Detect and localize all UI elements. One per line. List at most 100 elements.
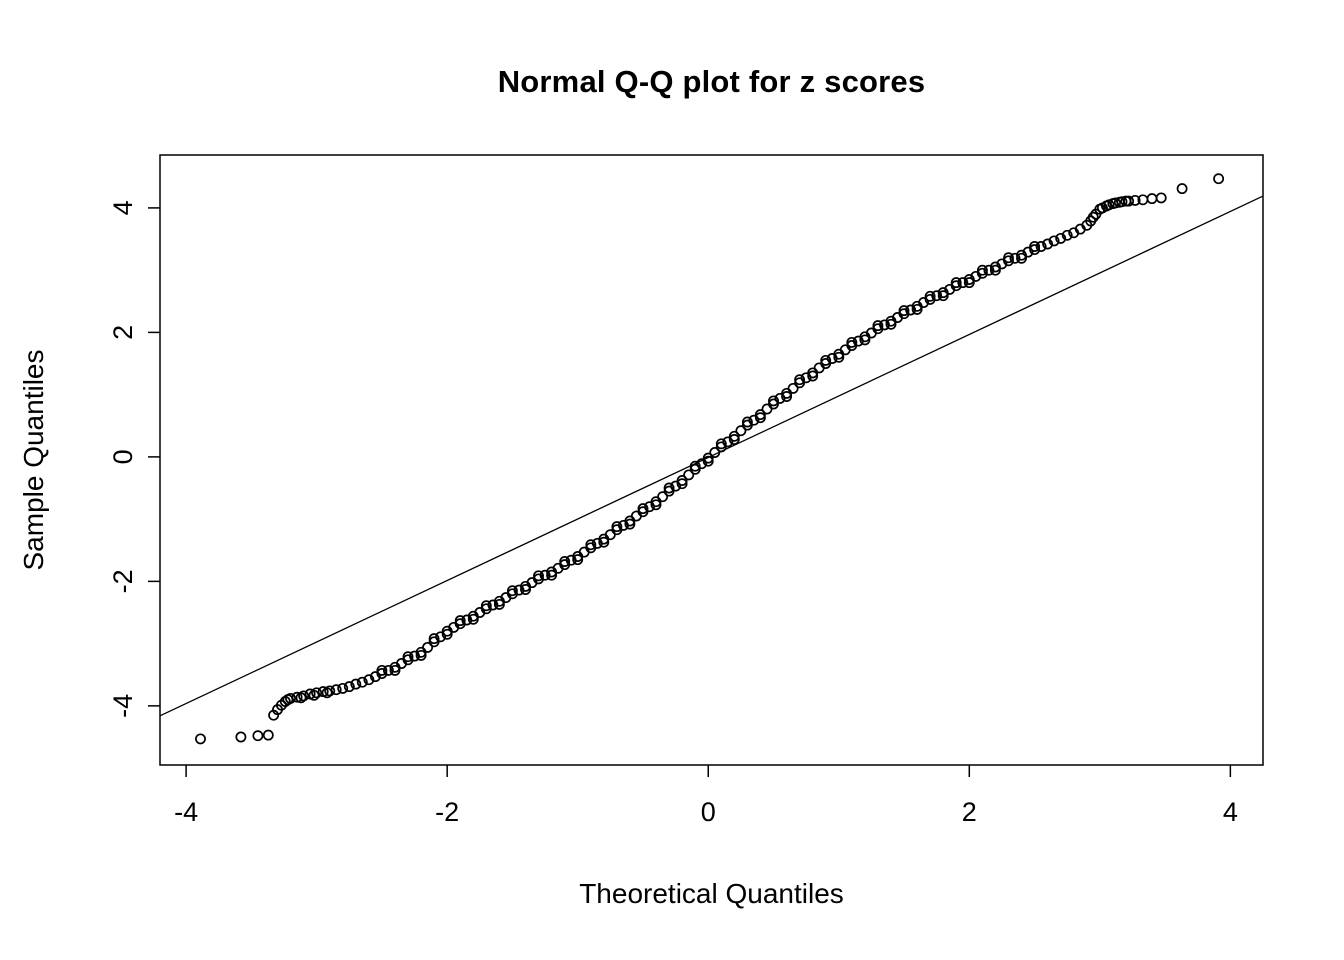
data-point (702, 455, 714, 467)
data-point (1155, 192, 1167, 204)
data-point (748, 414, 760, 426)
data-point (696, 458, 708, 470)
data-point (957, 277, 969, 289)
data-point (1003, 255, 1014, 267)
data-point (356, 676, 368, 688)
data-point (709, 447, 721, 458)
data-point (376, 664, 388, 676)
data-point (1016, 252, 1027, 264)
data-point (1110, 197, 1121, 209)
data-point (1123, 195, 1135, 207)
data-point (422, 641, 434, 653)
data-point (741, 416, 753, 428)
data-point (715, 438, 727, 450)
x-axis-label: Theoretical Quantiles (579, 878, 844, 909)
data-point (262, 729, 274, 741)
data-point (493, 598, 505, 610)
plot-border (159, 154, 1264, 766)
data-point (559, 556, 571, 567)
data-point (794, 374, 806, 386)
data-point (321, 687, 333, 699)
x-tick-label: 0 (701, 797, 716, 827)
data-point (1213, 173, 1225, 185)
data-point (872, 320, 884, 332)
data-point (768, 398, 779, 410)
data-point (295, 692, 307, 704)
data-point (480, 600, 492, 612)
data-point (689, 463, 701, 475)
data-point (963, 274, 975, 285)
data-point (676, 478, 688, 490)
data-point (976, 267, 988, 279)
data-point (441, 628, 453, 640)
x-tick-label: 4 (1223, 797, 1238, 827)
y-tick-label: -4 (108, 694, 138, 718)
data-point (702, 452, 714, 464)
data-point (350, 678, 362, 690)
data-point (807, 370, 819, 382)
data-point (291, 691, 303, 703)
data-point (996, 258, 1008, 270)
data-point (787, 382, 799, 394)
data-point (983, 264, 995, 276)
data-point (683, 469, 695, 481)
data-point (467, 613, 479, 625)
data-point (435, 631, 447, 643)
data-point (970, 270, 982, 282)
data-point (252, 730, 264, 742)
data-point (624, 518, 636, 530)
data-point (598, 536, 610, 548)
data-point (235, 731, 247, 743)
data-point (343, 681, 355, 693)
data-point (1116, 196, 1128, 208)
x-tick-label: -2 (435, 797, 459, 827)
data-point (1085, 215, 1097, 227)
data-point (754, 409, 766, 421)
data-point (924, 290, 936, 302)
data-point (1129, 194, 1141, 206)
data-point (650, 499, 662, 511)
data-point (195, 733, 206, 745)
y-axis-label: Sample Quantiles (18, 349, 49, 571)
data-point (1146, 193, 1158, 205)
data-point (1042, 238, 1054, 250)
data-point (761, 403, 773, 415)
data-point (546, 569, 558, 581)
data-point (768, 395, 779, 407)
data-point (415, 649, 427, 661)
data-point (1016, 249, 1027, 261)
data-point (911, 303, 923, 315)
data-point (931, 290, 943, 302)
data-point (950, 277, 962, 289)
y-tick-label: 2 (108, 325, 138, 340)
y-tick-label: -2 (108, 569, 138, 593)
data-point (1096, 202, 1108, 214)
data-point (285, 692, 296, 704)
data-point (937, 287, 949, 299)
data-point (337, 682, 349, 694)
data-point (989, 264, 1001, 276)
data-point (663, 482, 675, 494)
data-point (820, 354, 832, 366)
data-point (1035, 241, 1047, 252)
data-point (1061, 229, 1073, 241)
data-point (833, 351, 845, 363)
data-point (308, 689, 320, 701)
data-point (918, 297, 930, 308)
data-point (937, 290, 949, 302)
data-point (330, 684, 342, 696)
data-point (533, 570, 544, 582)
chart-title: Normal Q-Q plot for z scores (497, 64, 926, 99)
data-point (1003, 252, 1014, 264)
data-point (689, 460, 701, 472)
data-point (1048, 235, 1060, 247)
data-point (1055, 232, 1067, 244)
data-point (298, 690, 310, 702)
data-point (781, 391, 793, 402)
data-point (428, 633, 440, 645)
data-point (1176, 183, 1188, 195)
data-point (735, 425, 747, 437)
y-tick-label: 0 (108, 449, 138, 464)
data-point (1022, 246, 1034, 258)
data-point (376, 668, 388, 679)
